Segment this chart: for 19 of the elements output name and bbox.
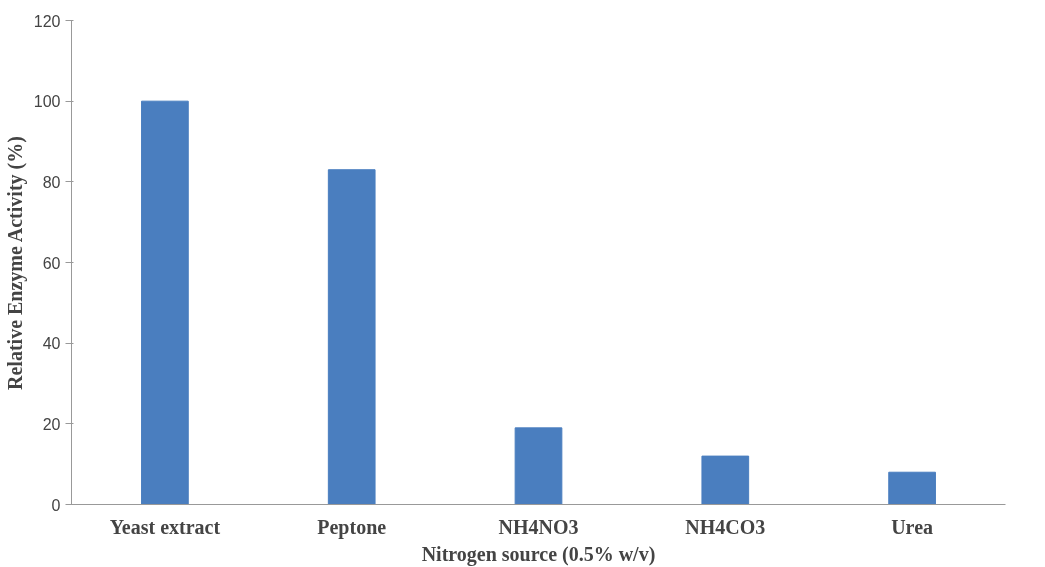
y-tick-label: 120 xyxy=(33,12,61,30)
x-tick-label: Urea xyxy=(891,515,934,538)
x-tick-label: NH4CO3 xyxy=(685,515,766,538)
x-axis-title: Nitrogen source (0.5% w/v) xyxy=(421,542,656,566)
y-tick-label: 60 xyxy=(42,254,61,272)
x-tick-label: NH4NO3 xyxy=(498,515,579,538)
x-tick-label: Peptone xyxy=(317,515,387,539)
bar xyxy=(327,169,376,505)
bar xyxy=(888,471,936,505)
y-tick-label: 100 xyxy=(33,93,61,111)
bar xyxy=(701,455,750,505)
bar xyxy=(141,100,189,505)
y-axis-title: Relative Enzyme Activity (%) xyxy=(3,136,27,390)
y-tick-label: 0 xyxy=(51,496,61,514)
y-tick-label: 80 xyxy=(42,173,61,191)
y-tick-label: 20 xyxy=(42,415,61,433)
y-tick-label: 40 xyxy=(42,335,61,353)
bar xyxy=(514,427,563,505)
x-tick-label: Yeast extract xyxy=(109,515,221,538)
